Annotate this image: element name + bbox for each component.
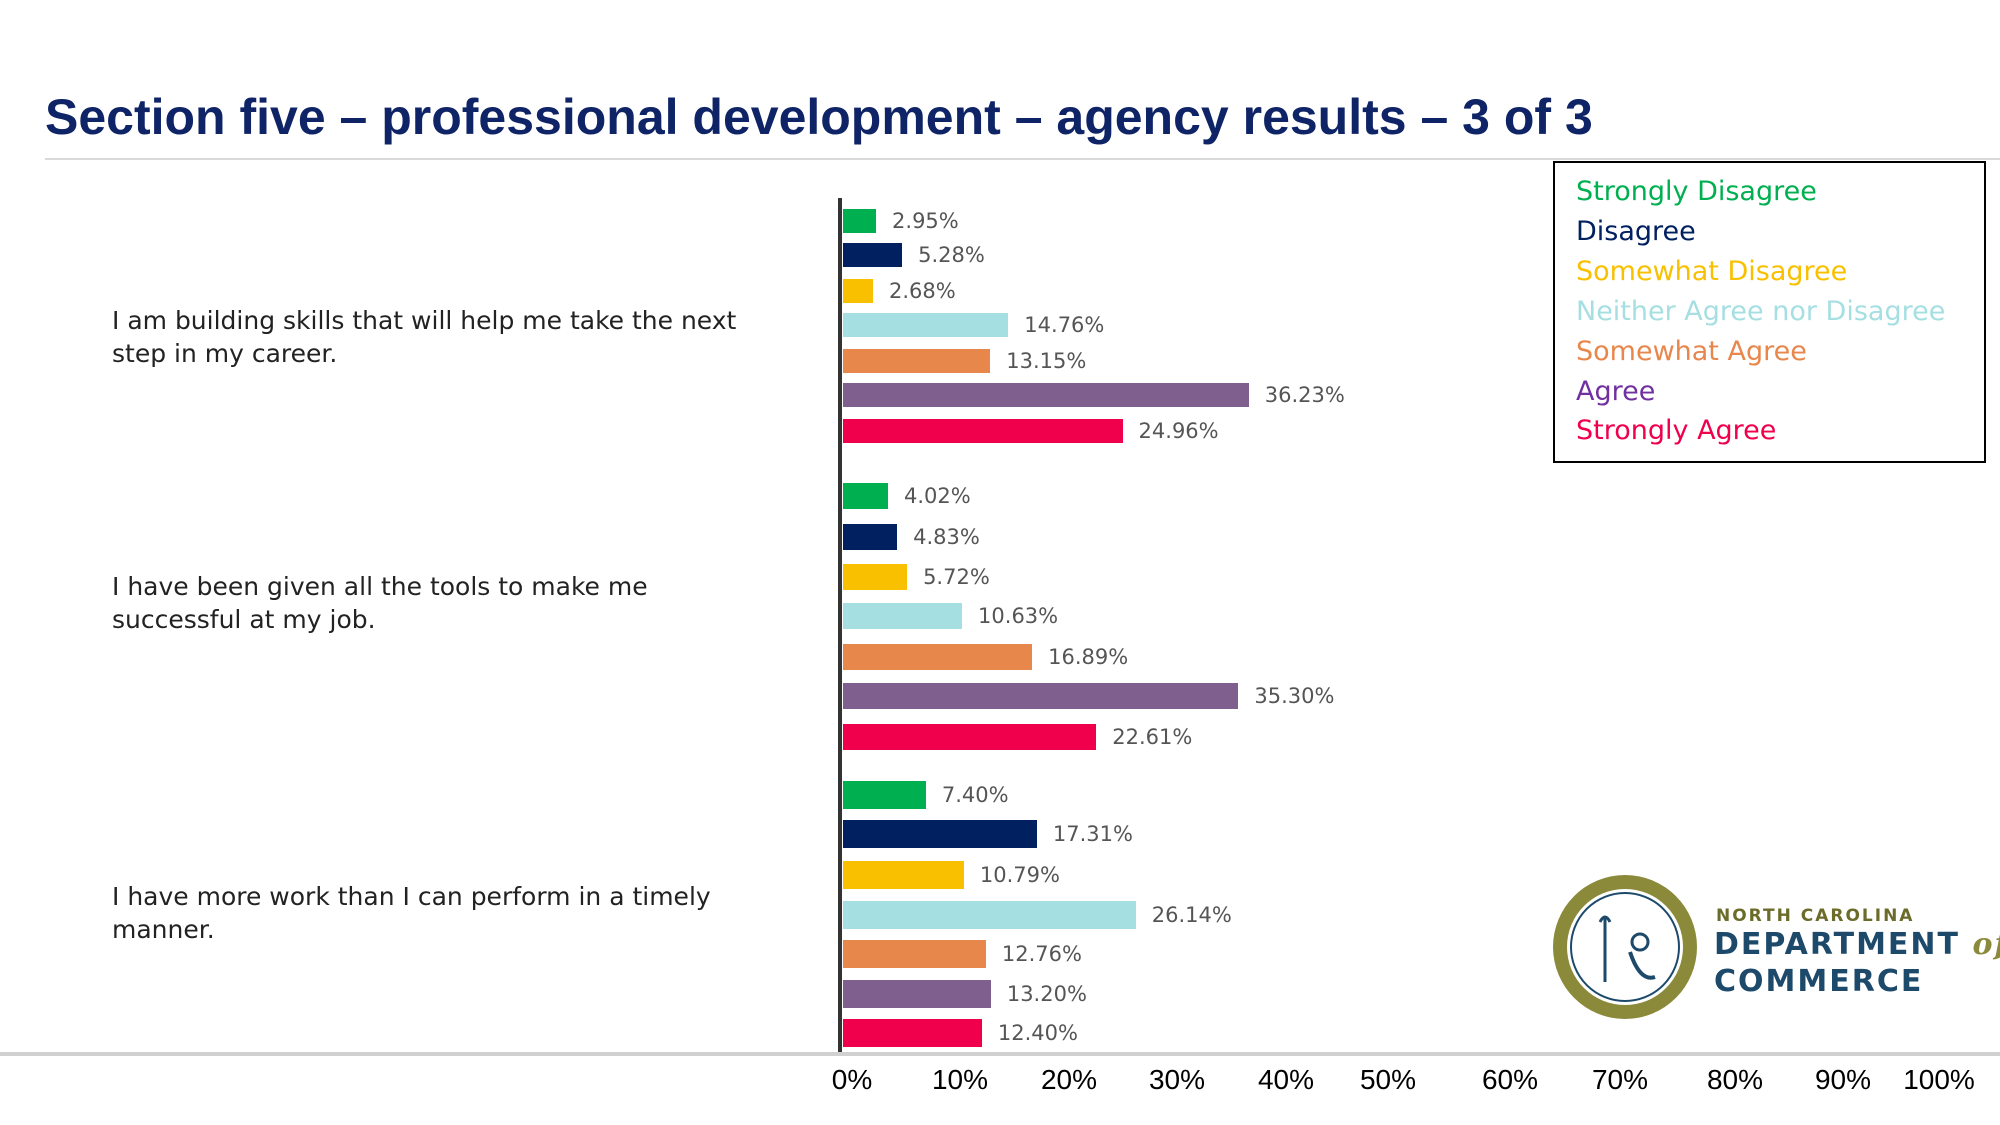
logo-of: of xyxy=(1972,927,2000,962)
bar-data-label: 13.15% xyxy=(1006,349,1087,373)
bar-q2-somewhat-disagree xyxy=(843,564,908,590)
bar-q3-disagree xyxy=(843,820,1037,848)
bar-data-label: 12.76% xyxy=(1001,942,1082,966)
bar-data-label: 16.89% xyxy=(1048,645,1129,669)
legend-item-somewhat-disagree: Somewhat Disagree xyxy=(1576,256,1848,287)
bar-data-label: 4.02% xyxy=(904,484,971,508)
bar-q1-somewhat-disagree xyxy=(843,279,874,303)
x-tick-label: 70% xyxy=(1591,1064,1649,1095)
x-tick-label: 60% xyxy=(1481,1064,1539,1095)
legend-item-agree: Agree xyxy=(1576,376,1656,407)
bar-q1-agree xyxy=(843,383,1249,407)
bar-data-label: 4.83% xyxy=(913,525,980,549)
bar-data-label: 2.95% xyxy=(892,209,959,233)
bar-data-label: 5.28% xyxy=(918,243,985,267)
logo-line-2: DEPARTMENT of xyxy=(1714,927,2000,962)
bar-data-label: 26.14% xyxy=(1151,903,1232,927)
x-tick-label: 20% xyxy=(1040,1064,1098,1095)
bar-q1-disagree xyxy=(843,243,903,267)
question-label-2: I have been given all the tools to make … xyxy=(112,572,648,634)
legend-item-strongly-agree: Strongly Agree xyxy=(1576,415,1777,446)
logo-line-1: NORTH CAROLINA xyxy=(1716,906,1915,926)
question-label-3: I have more work than I can perform in a… xyxy=(112,882,711,944)
bar-q3-somewhat-agree xyxy=(843,940,986,968)
x-tick-label: 100% xyxy=(1903,1064,1975,1095)
bar-q2-neither-agree-nor-disagree xyxy=(843,603,963,629)
bar-data-label: 2.68% xyxy=(889,279,956,303)
x-tick-label: 90% xyxy=(1814,1064,1872,1095)
bar-data-label: 24.96% xyxy=(1138,419,1219,443)
bar-data-label: 5.72% xyxy=(923,565,990,589)
bar-q1-strongly-disagree xyxy=(843,209,877,233)
bar-data-label: 22.61% xyxy=(1112,725,1193,749)
state-seal-icon xyxy=(1553,875,1697,1019)
bar-data-label: 12.40% xyxy=(997,1021,1078,1045)
bar-q1-somewhat-agree xyxy=(843,349,991,373)
bar-q2-strongly-agree xyxy=(843,724,1097,750)
legend-item-somewhat-agree: Somewhat Agree xyxy=(1576,336,1807,367)
y-axis-line xyxy=(838,198,842,1056)
bar-q2-agree xyxy=(843,683,1239,709)
logo-department: DEPARTMENT xyxy=(1714,927,1960,962)
bar-data-label: 35.30% xyxy=(1254,684,1335,708)
bar-q3-strongly-agree xyxy=(843,1019,982,1047)
page-title: Section five – professional development … xyxy=(45,89,1593,145)
bar-q3-strongly-disagree xyxy=(843,781,926,809)
bar-data-label: 14.76% xyxy=(1024,313,1105,337)
bar-data-label: 10.63% xyxy=(978,604,1059,628)
x-axis-line xyxy=(0,1052,2000,1056)
bar-q1-strongly-agree xyxy=(843,419,1123,443)
bar-q2-disagree xyxy=(843,524,898,550)
bar-q3-somewhat-disagree xyxy=(843,861,964,889)
bar-data-label: 13.20% xyxy=(1006,982,1087,1006)
legend-item-strongly-disagree: Strongly Disagree xyxy=(1576,176,1817,207)
bar-data-label: 7.40% xyxy=(941,783,1009,807)
x-tick-label: 40% xyxy=(1257,1064,1315,1095)
x-tick-label: 0% xyxy=(831,1064,873,1095)
x-tick-label: 30% xyxy=(1148,1064,1206,1095)
chart-legend: Strongly Disagree Disagree Somewhat Disa… xyxy=(1553,161,1986,463)
x-tick-label: 10% xyxy=(931,1064,989,1095)
question-label-1: I am building skills that will help me t… xyxy=(112,306,737,368)
x-tick-label: 50% xyxy=(1359,1064,1417,1095)
bar-q2-strongly-disagree xyxy=(843,483,889,509)
nc-commerce-logo: NORTH CAROLINA DEPARTMENT of COMMERCE xyxy=(1550,872,2000,1022)
legend-item-disagree: Disagree xyxy=(1576,216,1696,247)
legend-item-neither: Neither Agree nor Disagree xyxy=(1576,296,1946,327)
title-divider xyxy=(45,158,2000,160)
bar-data-label: 36.23% xyxy=(1264,383,1345,407)
bar-q3-neither-agree-nor-disagree xyxy=(843,901,1136,929)
bar-q1-neither-agree-nor-disagree xyxy=(843,313,1009,337)
logo-line-3: COMMERCE xyxy=(1714,964,1924,999)
bar-data-label: 17.31% xyxy=(1052,822,1133,846)
bar-data-label: 10.79% xyxy=(979,863,1060,887)
bar-q2-somewhat-agree xyxy=(843,644,1033,670)
x-tick-label: 80% xyxy=(1706,1064,1764,1095)
bar-q3-agree xyxy=(843,980,991,1008)
